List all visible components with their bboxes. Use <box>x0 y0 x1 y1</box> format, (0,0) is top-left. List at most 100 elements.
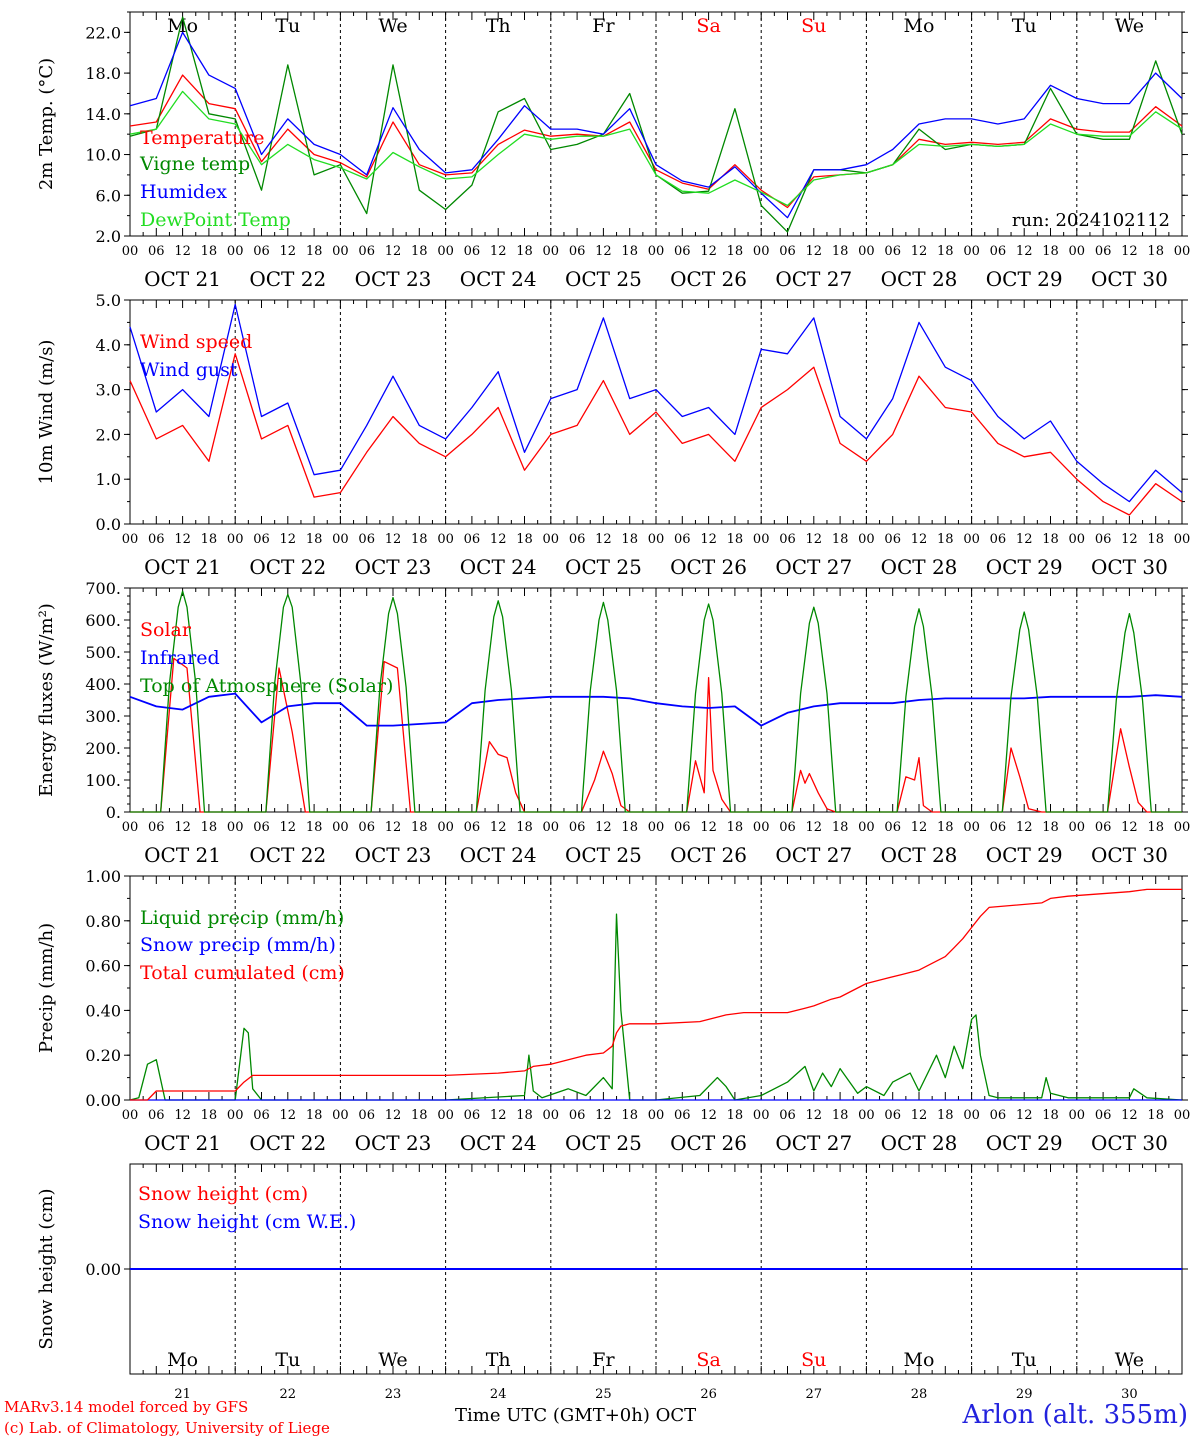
hour-tick-label: 00 <box>858 244 875 259</box>
date-label: OCT 26 <box>670 267 747 291</box>
hour-tick-label: 00 <box>122 1108 139 1123</box>
hour-tick-label: 06 <box>990 1108 1007 1123</box>
hour-tick-label: 18 <box>832 244 849 259</box>
hour-tick-label: 18 <box>937 532 954 547</box>
y-tick-label: 500. <box>85 643 121 662</box>
weekday-label: We <box>1115 1349 1144 1371</box>
hour-tick-label: 00 <box>753 1108 770 1123</box>
date-label: OCT 23 <box>355 555 432 579</box>
y-tick-label: 300. <box>85 707 121 726</box>
weekday-label: Tu <box>1012 1349 1037 1371</box>
y-tick-label: 2.0 <box>96 227 121 246</box>
hour-tick-label: 12 <box>490 532 507 547</box>
y-tick-label: 200. <box>85 739 121 758</box>
hour-tick-label: 12 <box>490 244 507 259</box>
hour-tick-label: 12 <box>490 1108 507 1123</box>
legend-entry: DewPoint Temp <box>140 209 291 231</box>
hour-tick-label: 18 <box>516 1108 533 1123</box>
date-label: OCT 21 <box>144 267 221 291</box>
hour-tick-label: 00 <box>437 820 454 835</box>
date-label: OCT 22 <box>249 267 326 291</box>
date-label: OCT 30 <box>1091 1131 1168 1155</box>
hour-tick-label: 12 <box>806 244 823 259</box>
hour-tick-label: 00 <box>1174 1108 1191 1123</box>
hour-tick-label: 06 <box>464 1108 481 1123</box>
hour-tick-label: 12 <box>595 244 612 259</box>
date-label: OCT 29 <box>986 1131 1063 1155</box>
y-tick-label: 0.0 <box>96 515 121 534</box>
hour-tick-label: 18 <box>1042 1108 1059 1123</box>
hour-tick-label: 18 <box>306 1108 323 1123</box>
date-label: OCT 28 <box>881 843 958 867</box>
hour-tick-label: 06 <box>1095 1108 1112 1123</box>
hour-tick-label: 00 <box>648 1108 665 1123</box>
date-label: OCT 27 <box>775 843 852 867</box>
hour-tick-label: 00 <box>753 820 770 835</box>
legend-entry: Snow height (cm) <box>138 1183 308 1205</box>
hour-tick-label: 06 <box>779 1108 796 1123</box>
hour-tick-label: 12 <box>911 820 928 835</box>
hour-tick-label: 06 <box>1095 244 1112 259</box>
hour-tick-label: 18 <box>727 244 744 259</box>
hour-tick-label: 12 <box>280 820 297 835</box>
day-number-label: 28 <box>911 1387 928 1402</box>
date-label: OCT 28 <box>881 1131 958 1155</box>
hour-tick-label: 06 <box>148 1108 165 1123</box>
day-number-label: 27 <box>806 1387 823 1402</box>
hour-tick-label: 12 <box>174 244 191 259</box>
weekday-label: We <box>1115 15 1144 37</box>
hour-tick-label: 00 <box>332 532 349 547</box>
hour-tick-label: 12 <box>174 532 191 547</box>
hour-tick-label: 06 <box>358 244 375 259</box>
date-label: OCT 21 <box>144 1131 221 1155</box>
hour-tick-label: 18 <box>621 244 638 259</box>
legend-entry: Solar <box>140 619 192 641</box>
hour-tick-label: 06 <box>148 820 165 835</box>
y-axis-title: Precip (mm/h) <box>36 923 57 1053</box>
y-tick-label: 10.0 <box>85 146 121 165</box>
hour-tick-label: 06 <box>990 820 1007 835</box>
y-tick-label: 700. <box>85 579 121 598</box>
hour-tick-label: 06 <box>358 1108 375 1123</box>
date-label: OCT 28 <box>881 267 958 291</box>
hour-tick-label: 06 <box>569 1108 586 1123</box>
hour-tick-label: 06 <box>1095 820 1112 835</box>
hour-tick-label: 12 <box>385 820 402 835</box>
model-credit-line-2: (c) Lab. of Climatology, University of L… <box>4 1419 330 1437</box>
hour-tick-label: 06 <box>253 532 270 547</box>
hour-tick-label: 00 <box>753 244 770 259</box>
y-tick-label: 100. <box>85 771 121 790</box>
legend-entry: Snow precip (mm/h) <box>140 934 336 956</box>
weekday-label: Mo <box>167 15 198 37</box>
hour-tick-label: 00 <box>963 532 980 547</box>
date-label: OCT 22 <box>249 843 326 867</box>
hour-tick-label: 18 <box>937 1108 954 1123</box>
y-tick-label: 0.00 <box>85 1260 121 1279</box>
hour-tick-label: 12 <box>1121 1108 1138 1123</box>
hour-tick-label: 12 <box>911 1108 928 1123</box>
hour-tick-label: 00 <box>1069 532 1086 547</box>
weekday-label: Fr <box>592 1349 615 1371</box>
date-label: OCT 24 <box>460 267 537 291</box>
hour-tick-label: 18 <box>832 532 849 547</box>
y-tick-label: 0.60 <box>85 957 121 976</box>
hour-tick-label: 18 <box>1147 244 1164 259</box>
hour-tick-label: 06 <box>779 532 796 547</box>
hour-tick-label: 18 <box>621 532 638 547</box>
hour-tick-label: 12 <box>1016 1108 1033 1123</box>
hour-tick-label: 06 <box>569 820 586 835</box>
date-label: OCT 25 <box>565 555 642 579</box>
hour-tick-label: 18 <box>621 1108 638 1123</box>
hour-tick-label: 00 <box>332 820 349 835</box>
date-label: OCT 30 <box>1091 843 1168 867</box>
hour-tick-label: 00 <box>122 532 139 547</box>
hour-tick-label: 00 <box>1174 244 1191 259</box>
hour-tick-label: 00 <box>648 532 665 547</box>
hour-tick-label: 00 <box>1069 1108 1086 1123</box>
weekday-label: We <box>378 15 407 37</box>
hour-tick-label: 18 <box>727 1108 744 1123</box>
y-axis-title: 2m Temp. (°C) <box>36 58 57 190</box>
hour-tick-label: 06 <box>148 244 165 259</box>
hour-tick-label: 00 <box>227 820 244 835</box>
